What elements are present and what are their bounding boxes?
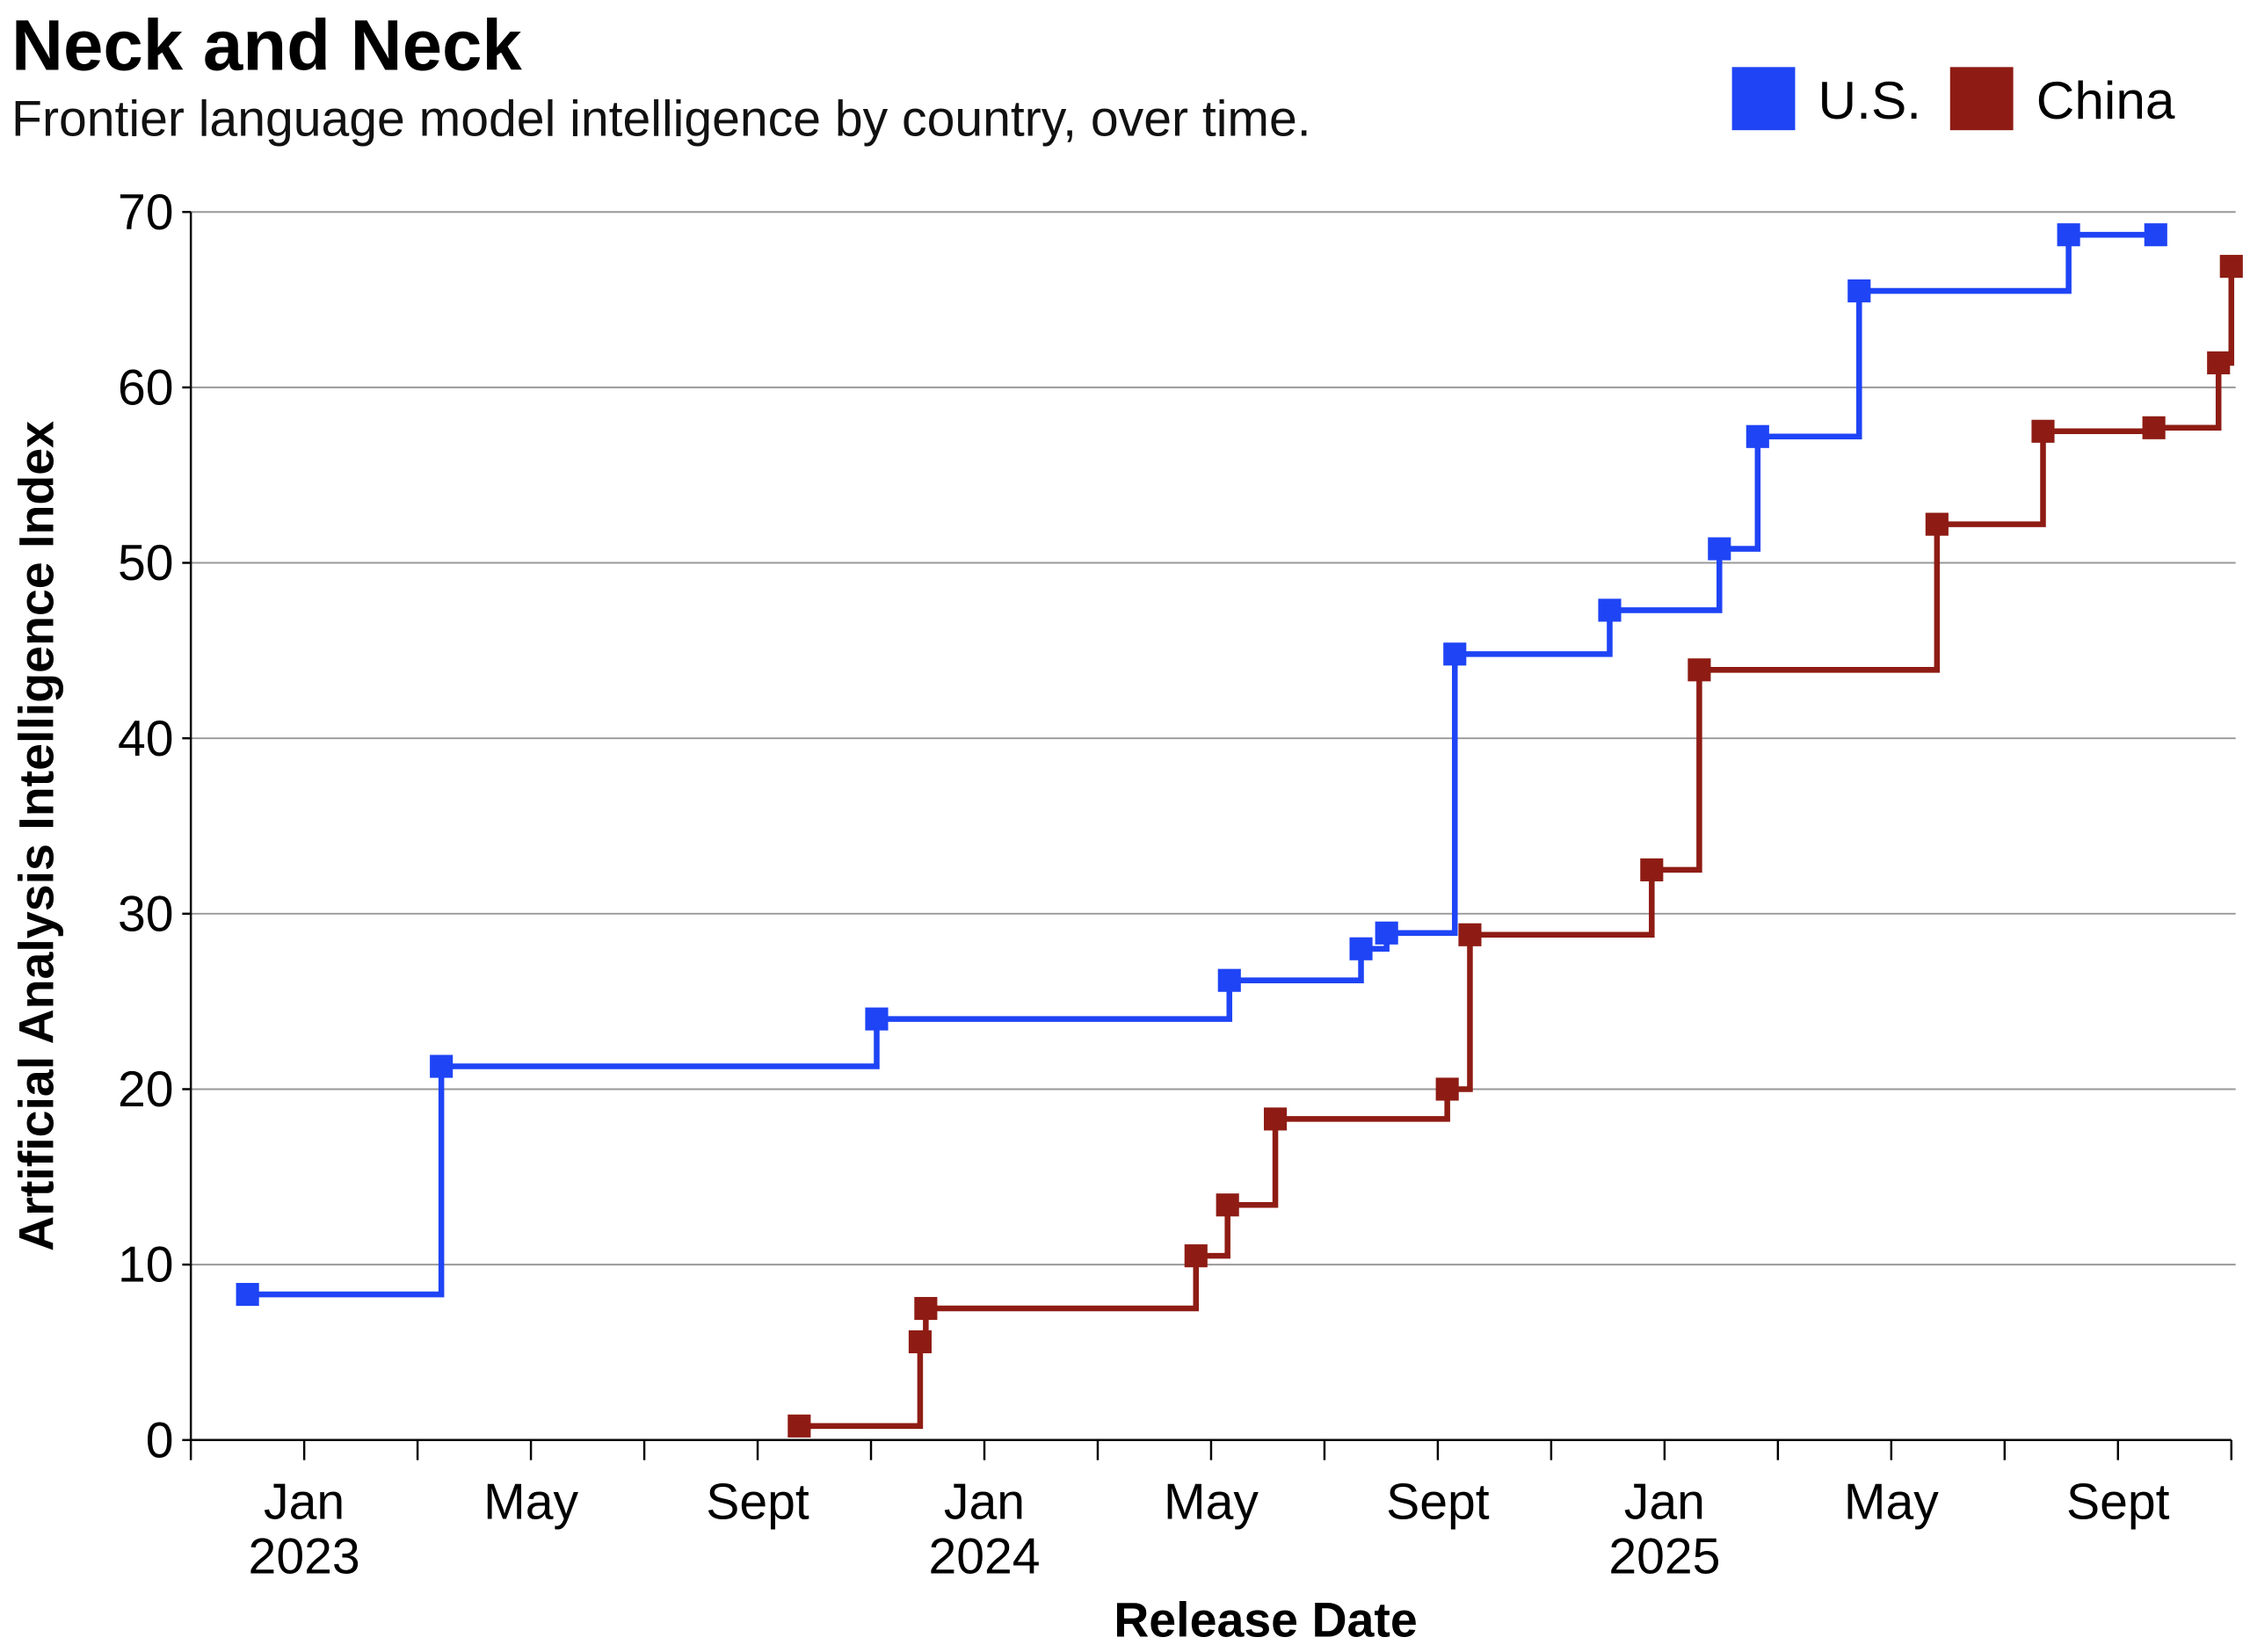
data-point-us [1847,279,1871,303]
y-axis: 0 10 20 30 40 50 60 70 [118,185,192,1468]
x-tick-label: May [1844,1474,1939,1531]
data-point-china [1184,1244,1208,1268]
data-point-china [1688,658,1711,682]
chart-title: Neck and Neck [11,6,522,86]
y-tick-label: 30 [118,886,174,942]
data-point-china [1640,858,1664,881]
x-tick-label: Jan [1624,1474,1705,1531]
data-point-china [2142,416,2166,439]
x-tick-label: May [1164,1474,1259,1531]
x-tick-label: May [483,1474,578,1531]
data-point-us [2144,223,2167,247]
data-point-china [2219,255,2243,279]
data-point-us [236,1283,259,1307]
x-tick-label: Sept [2066,1474,2170,1531]
legend-label-us: U.S. [1818,70,1921,130]
x-axis-label: Release Date [1114,1592,1418,1647]
x-tick-year-label: 2025 [1608,1529,1720,1585]
y-tick-label: 60 [118,359,174,416]
y-tick-label: 40 [118,711,174,767]
y-tick-label: 0 [146,1412,174,1468]
data-point-us [1598,598,1622,622]
series-line-china [799,266,2235,1430]
data-point-china [1458,923,1482,946]
y-tick-label: 10 [118,1237,174,1293]
data-point-china [2207,351,2231,374]
data-point-china [914,1296,938,1321]
data-point-china [1263,1107,1288,1131]
x-tick-label: Sept [706,1474,809,1531]
chart-subtitle: Frontier language model intelligence by … [11,91,1311,148]
data-point-us [2057,223,2080,247]
data-point-us [865,1007,889,1031]
series-line-us [247,231,2156,1298]
data-point-china [1925,512,1949,536]
data-point-us [1708,537,1731,561]
data-point-us [1443,642,1467,666]
data-point-us [1217,968,1241,992]
data-point-us [430,1054,454,1078]
legend-label-china: China [2036,70,2175,130]
data-point-us [1349,937,1373,960]
data-point-china [908,1330,932,1354]
y-tick-label: 20 [118,1061,174,1118]
data-point-china [1435,1077,1459,1101]
legend-swatch-china [1949,67,2014,131]
x-tick-label: Sept [1386,1474,1490,1531]
series-group [236,223,2243,1438]
y-tick-label: 50 [118,535,174,591]
x-tick-label: Jan [264,1474,345,1531]
x-tick-year-label: 2024 [928,1529,1040,1585]
data-point-china [788,1414,811,1438]
data-point-us [1746,424,1769,448]
legend-swatch-us [1731,67,1796,131]
gridlines [191,211,2236,1266]
data-point-china [2031,419,2055,443]
y-axis-label: Artificial Analysis Intelligence Index [9,421,63,1251]
x-tick-label: Jan [944,1474,1025,1531]
x-tick-year-label: 2023 [249,1529,360,1585]
legend: U.S. China [1731,67,2175,131]
data-point-china [1216,1193,1239,1217]
y-tick-label: 70 [118,185,174,241]
data-point-us [1375,921,1398,945]
